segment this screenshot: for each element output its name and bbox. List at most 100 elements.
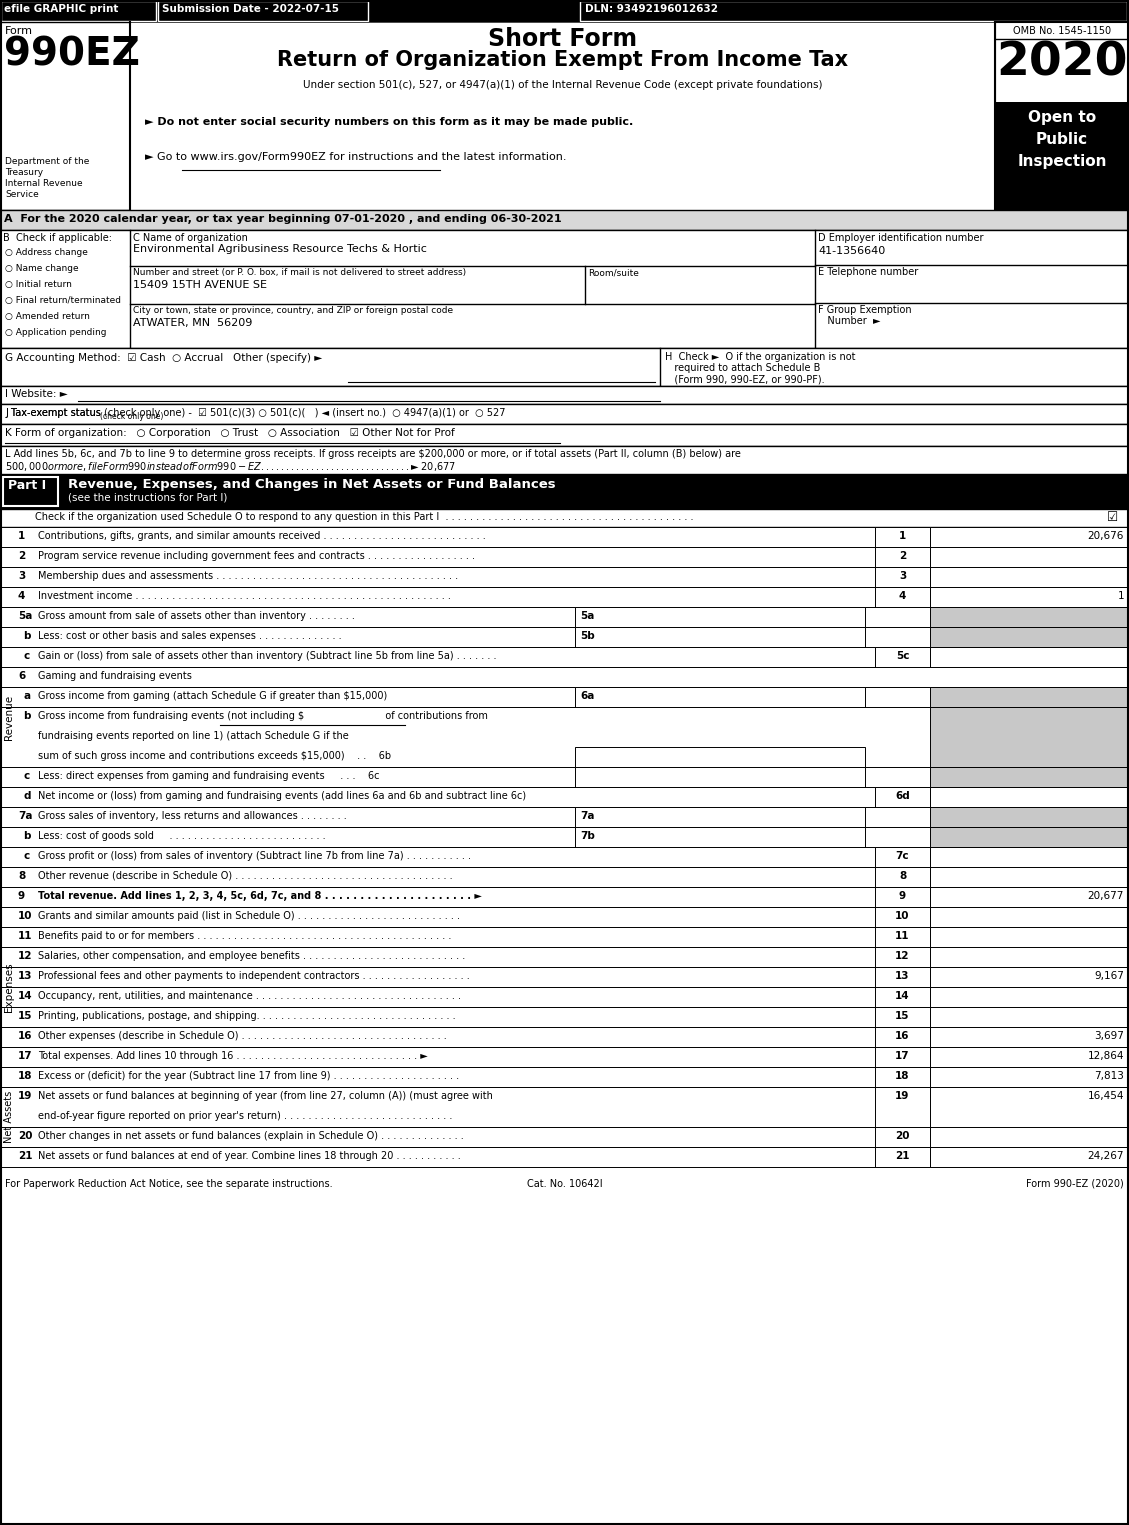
Bar xyxy=(995,102,1129,210)
Bar xyxy=(0,424,1129,445)
Text: 12: 12 xyxy=(895,952,910,961)
Bar xyxy=(0,947,1129,967)
Text: 7c: 7c xyxy=(895,851,909,862)
Text: 1: 1 xyxy=(1118,592,1124,601)
Bar xyxy=(930,686,1129,708)
Text: Gaming and fundraising events: Gaming and fundraising events xyxy=(38,671,192,682)
Text: ○ Name change: ○ Name change xyxy=(5,264,79,273)
Text: Department of the: Department of the xyxy=(5,157,89,166)
Bar xyxy=(575,767,865,787)
Bar xyxy=(930,627,1129,647)
Bar xyxy=(580,2,1127,21)
Text: 16: 16 xyxy=(895,1031,910,1042)
Text: ► Go to www.irs.gov/Form990EZ for instructions and the latest information.: ► Go to www.irs.gov/Form990EZ for instru… xyxy=(145,152,567,162)
Text: Expenses: Expenses xyxy=(5,962,14,1011)
Text: 7b: 7b xyxy=(580,831,595,840)
Bar xyxy=(875,647,930,666)
Text: ○ Address change: ○ Address change xyxy=(5,249,88,258)
Text: ○ Initial return: ○ Initial return xyxy=(5,281,72,290)
Bar xyxy=(930,587,1129,607)
Text: Check if the organization used Schedule O to respond to any question in this Par: Check if the organization used Schedule … xyxy=(35,512,693,522)
Bar xyxy=(0,868,1129,888)
Bar xyxy=(875,1006,930,1026)
Text: Printing, publications, postage, and shipping. . . . . . . . . . . . . . . . . .: Printing, publications, postage, and shi… xyxy=(38,1011,456,1022)
Bar xyxy=(875,567,930,587)
Text: B  Check if applicable:: B Check if applicable: xyxy=(3,233,112,242)
Bar xyxy=(575,627,865,647)
Text: Revenue: Revenue xyxy=(5,694,14,740)
Bar xyxy=(0,787,1129,807)
Text: required to attach Schedule B: required to attach Schedule B xyxy=(665,363,821,374)
Bar xyxy=(0,686,1129,708)
Text: 2: 2 xyxy=(18,551,25,561)
Bar xyxy=(0,1127,1129,1147)
Bar xyxy=(875,1087,930,1127)
Text: Professional fees and other payments to independent contractors . . . . . . . . : Professional fees and other payments to … xyxy=(38,971,470,981)
Text: Other changes in net assets or fund balances (explain in Schedule O) . . . . . .: Other changes in net assets or fund bala… xyxy=(38,1132,464,1141)
Text: City or town, state or province, country, and ZIP or foreign postal code: City or town, state or province, country… xyxy=(133,307,453,316)
Text: 14: 14 xyxy=(18,991,33,1000)
Text: D Employer identification number: D Employer identification number xyxy=(819,233,983,242)
Text: H  Check ►  O if the organization is not: H Check ► O if the organization is not xyxy=(665,352,856,361)
Bar xyxy=(0,509,1129,528)
Bar xyxy=(875,947,930,967)
Bar xyxy=(875,1147,930,1167)
Text: Internal Revenue: Internal Revenue xyxy=(5,178,82,188)
Bar xyxy=(995,21,1129,210)
Text: 11: 11 xyxy=(895,930,910,941)
Text: Total revenue. Add lines 1, 2, 3, 4, 5c, 6d, 7c, and 8 . . . . . . . . . . . . .: Total revenue. Add lines 1, 2, 3, 4, 5c,… xyxy=(38,891,482,901)
Text: 3,697: 3,697 xyxy=(1094,1031,1124,1042)
Bar xyxy=(930,947,1129,967)
Text: Part I: Part I xyxy=(8,479,46,493)
Text: c: c xyxy=(23,651,29,660)
Text: 3: 3 xyxy=(899,570,907,581)
Text: 5a: 5a xyxy=(580,612,594,621)
Bar xyxy=(930,907,1129,927)
Text: Public: Public xyxy=(1036,133,1088,146)
Bar xyxy=(0,230,1129,348)
Bar xyxy=(875,528,930,547)
Text: Room/suite: Room/suite xyxy=(588,268,639,278)
Text: 16: 16 xyxy=(18,1031,33,1042)
Text: For Paperwork Reduction Act Notice, see the separate instructions.: For Paperwork Reduction Act Notice, see … xyxy=(5,1179,333,1190)
Bar xyxy=(130,230,815,348)
Bar xyxy=(930,567,1129,587)
Text: Submission Date - 2022-07-15: Submission Date - 2022-07-15 xyxy=(161,5,339,14)
Text: 19: 19 xyxy=(895,1090,910,1101)
Text: Less: cost or other basis and sales expenses . . . . . . . . . . . . . .: Less: cost or other basis and sales expe… xyxy=(38,631,342,640)
Bar xyxy=(930,827,1129,846)
Text: ○ Application pending: ○ Application pending xyxy=(5,328,106,337)
Bar xyxy=(930,1026,1129,1048)
Text: Gross income from gaming (attach Schedule G if greater than $15,000): Gross income from gaming (attach Schedul… xyxy=(38,691,387,702)
Text: 1: 1 xyxy=(18,531,25,541)
Text: b: b xyxy=(23,711,30,721)
Bar xyxy=(0,386,1129,404)
Bar xyxy=(0,348,1129,386)
Text: Gain or (loss) from sale of assets other than inventory (Subtract line 5b from l: Gain or (loss) from sale of assets other… xyxy=(38,651,497,660)
Text: L Add lines 5b, 6c, and 7b to line 9 to determine gross receipts. If gross recei: L Add lines 5b, 6c, and 7b to line 9 to … xyxy=(5,448,741,459)
Text: 12: 12 xyxy=(18,952,33,961)
Text: c: c xyxy=(23,772,29,781)
Text: 7a: 7a xyxy=(18,811,33,820)
Bar xyxy=(0,907,1129,927)
Text: 14: 14 xyxy=(895,991,910,1000)
Bar xyxy=(0,528,1129,547)
Text: Form: Form xyxy=(5,26,33,37)
Bar xyxy=(575,807,865,827)
Text: end-of-year figure reported on prior year's return) . . . . . . . . . . . . . . : end-of-year figure reported on prior yea… xyxy=(38,1112,453,1121)
Text: ○ Amended return: ○ Amended return xyxy=(5,313,90,320)
Text: Less: cost of goods sold     . . . . . . . . . . . . . . . . . . . . . . . . . .: Less: cost of goods sold . . . . . . . .… xyxy=(38,831,325,840)
Bar xyxy=(0,1006,1129,1026)
Bar xyxy=(0,767,1129,787)
Text: 15: 15 xyxy=(895,1011,910,1022)
Bar xyxy=(875,1068,930,1087)
Text: 5c: 5c xyxy=(895,651,909,660)
Bar xyxy=(575,686,865,708)
Bar xyxy=(0,210,1129,230)
Text: 9: 9 xyxy=(18,891,25,901)
Text: Environmental Agribusiness Resource Techs & Hortic: Environmental Agribusiness Resource Tech… xyxy=(133,244,427,255)
Text: 19: 19 xyxy=(18,1090,33,1101)
Text: fundraising events reported on line 1) (attach Schedule G if the: fundraising events reported on line 1) (… xyxy=(38,730,349,741)
Text: Number and street (or P. O. box, if mail is not delivered to street address): Number and street (or P. O. box, if mail… xyxy=(133,268,466,278)
Text: J Tax-exempt status: J Tax-exempt status xyxy=(5,409,100,418)
